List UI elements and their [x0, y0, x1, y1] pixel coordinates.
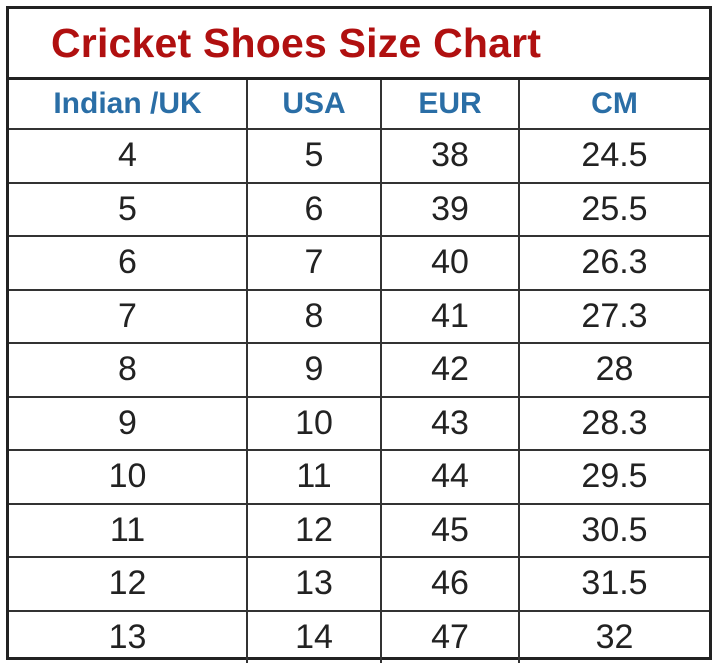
cell-cm: 26.3	[518, 235, 709, 291]
column-header-cm: CM	[518, 80, 709, 130]
cell-usa: 12	[246, 502, 382, 558]
cell-indian-uk: 5	[9, 181, 248, 237]
cell-eur: 42	[380, 342, 520, 398]
cell-cm: 24.5	[518, 128, 709, 184]
cell-eur: 47	[380, 609, 520, 663]
header-row: Indian /UK USA EUR CM	[9, 80, 709, 130]
cell-eur: 44	[380, 449, 520, 505]
cell-indian-uk: 6	[9, 235, 248, 291]
column-header-eur: EUR	[380, 80, 520, 130]
table-row: 5 6 39 25.5	[9, 181, 709, 237]
cell-usa: 9	[246, 342, 382, 398]
cell-eur: 40	[380, 235, 520, 291]
cell-eur: 43	[380, 395, 520, 451]
cell-eur: 46	[380, 556, 520, 612]
table-row: 11 12 45 30.5	[9, 502, 709, 558]
cell-eur: 38	[380, 128, 520, 184]
cell-usa: 10	[246, 395, 382, 451]
cell-usa: 5	[246, 128, 382, 184]
cell-eur: 41	[380, 288, 520, 344]
table-row: 10 11 44 29.5	[9, 449, 709, 505]
cell-eur: 45	[380, 502, 520, 558]
cell-cm: 25.5	[518, 181, 709, 237]
cell-eur: 39	[380, 181, 520, 237]
cell-usa: 11	[246, 449, 382, 505]
cell-cm: 31.5	[518, 556, 709, 612]
table-row: 6 7 40 26.3	[9, 235, 709, 291]
table-row: 4 5 38 24.5	[9, 128, 709, 184]
cell-indian-uk: 4	[9, 128, 248, 184]
title-bar: Cricket Shoes Size Chart	[9, 9, 709, 80]
size-chart: Cricket Shoes Size Chart Indian /UK USA …	[6, 6, 712, 663]
table-row: 8 9 42 28	[9, 342, 709, 398]
cell-usa: 13	[246, 556, 382, 612]
cell-indian-uk: 7	[9, 288, 248, 344]
cell-cm: 28	[518, 342, 709, 398]
cell-indian-uk: 8	[9, 342, 248, 398]
column-header-usa: USA	[246, 80, 382, 130]
size-table: Indian /UK USA EUR CM 4 5 38 24.5 5 6 39 25.5 6 7…	[9, 80, 709, 663]
column-header-indian-uk: Indian /UK	[9, 80, 248, 130]
cell-usa: 7	[246, 235, 382, 291]
table-row: 7 8 41 27.3	[9, 288, 709, 344]
cell-indian-uk: 12	[9, 556, 248, 612]
cell-cm: 30.5	[518, 502, 709, 558]
cell-cm: 27.3	[518, 288, 709, 344]
table-row: 9 10 43 28.3	[9, 395, 709, 451]
table-row: 12 13 46 31.5	[9, 556, 709, 612]
chart-title: Cricket Shoes Size Chart	[51, 19, 542, 66]
cell-indian-uk: 9	[9, 395, 248, 451]
cell-indian-uk: 13	[9, 609, 248, 663]
table-row: 13 14 47 32	[9, 609, 709, 663]
cell-cm: 29.5	[518, 449, 709, 505]
cell-cm: 32	[518, 609, 709, 663]
cell-usa: 6	[246, 181, 382, 237]
cell-indian-uk: 11	[9, 502, 248, 558]
cell-indian-uk: 10	[9, 449, 248, 505]
table-body: 4 5 38 24.5 5 6 39 25.5 6 7 40 26.3 7 8 41 27.3 8 9 42 28 9 1…	[9, 128, 709, 663]
cell-usa: 14	[246, 609, 382, 663]
cell-usa: 8	[246, 288, 382, 344]
cell-cm: 28.3	[518, 395, 709, 451]
